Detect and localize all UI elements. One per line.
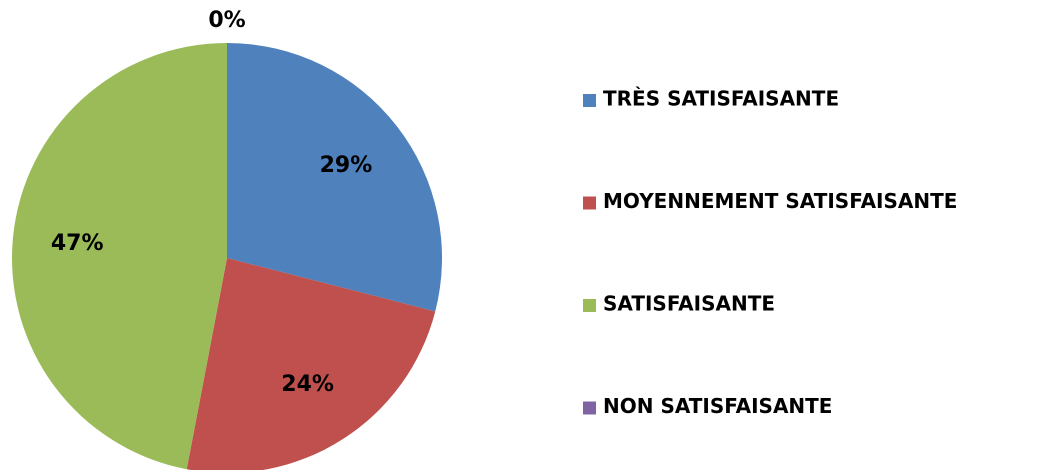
data-label: 24% bbox=[281, 372, 334, 397]
pie-slice bbox=[12, 43, 227, 470]
legend-swatch bbox=[583, 401, 596, 415]
legend-label: TRÈS SATISFAISANTE bbox=[603, 87, 839, 111]
legend-swatch bbox=[583, 94, 596, 107]
data-label: 47% bbox=[51, 231, 104, 256]
pie-slice bbox=[227, 43, 443, 312]
legend-swatch bbox=[583, 299, 596, 312]
pie-slice bbox=[186, 258, 436, 470]
legend-label: MOYENNEMENT SATISFAISANTE bbox=[603, 189, 957, 213]
legend-label: SATISFAISANTE bbox=[603, 292, 775, 316]
data-label: 29% bbox=[320, 153, 373, 178]
legend-label: NON SATISFAISANTE bbox=[603, 394, 832, 418]
legend-swatch bbox=[583, 196, 596, 210]
data-label: 0% bbox=[208, 8, 245, 33]
